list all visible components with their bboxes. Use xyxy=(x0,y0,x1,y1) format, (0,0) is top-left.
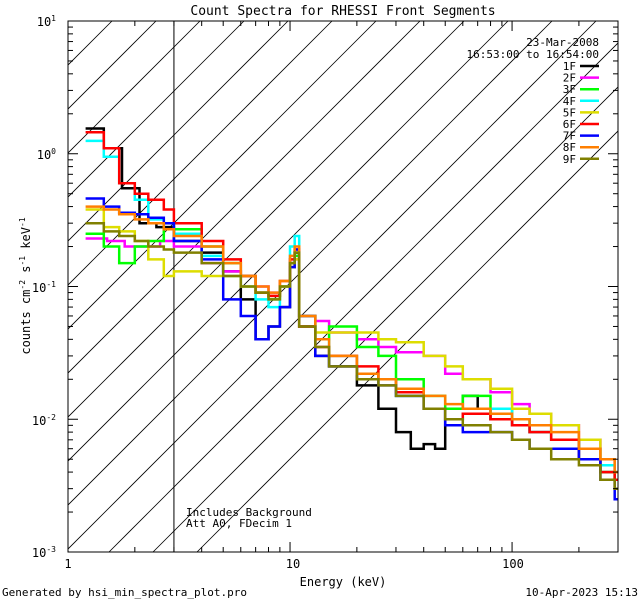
hatch-line xyxy=(68,21,377,330)
hatch-line xyxy=(68,21,113,66)
series-line-3f xyxy=(85,221,618,482)
legend-label: 9F xyxy=(563,153,576,166)
x-tick-label: 100 xyxy=(502,557,524,571)
legend-label: 2F xyxy=(563,72,576,85)
hatch-line xyxy=(68,21,289,242)
series-line-9f xyxy=(85,221,618,490)
plot-frame xyxy=(67,20,619,553)
annotation-background: Includes Background xyxy=(186,506,312,519)
series-layer xyxy=(85,127,618,501)
axis-ticks xyxy=(67,21,619,553)
hatch-line xyxy=(196,130,618,552)
hatch-line xyxy=(68,21,465,418)
y-tick-label: 10-1 xyxy=(32,280,56,295)
legend-label: 8F xyxy=(563,141,576,154)
x-tick-label: 1 xyxy=(64,557,71,571)
footer-generated-by: Generated by hsi_min_spectra_plot.pro xyxy=(2,586,247,599)
legend-label: 7F xyxy=(563,130,576,143)
y-tick-label: 10-2 xyxy=(32,413,56,428)
legend-label: 6F xyxy=(563,118,576,131)
chart-date: 23-Mar-2008 xyxy=(526,36,599,49)
x-axis-label: Energy (keV) xyxy=(300,575,387,589)
legend-label: 1F xyxy=(563,60,576,73)
chart-title: Count Spectra for RHESSI Front Segments xyxy=(190,4,495,19)
legend-label: 4F xyxy=(563,95,576,108)
hatch-line xyxy=(68,21,201,154)
y-tick-label: 10-3 xyxy=(32,545,56,560)
hatch-line xyxy=(68,21,245,198)
hatch-line xyxy=(68,21,597,550)
series-line-4f xyxy=(85,139,618,474)
footer-timestamp: 10-Apr-2023 15:13 xyxy=(525,586,638,599)
y-tick-label: 101 xyxy=(37,14,56,29)
series-line-7f xyxy=(85,197,618,501)
legend-label: 5F xyxy=(563,106,576,119)
legend-label: 3F xyxy=(563,83,576,96)
hatch-line xyxy=(108,42,618,552)
y-axis-label: counts cm-2 s-1 keV-1 xyxy=(18,217,33,354)
x-tick-label: 10 xyxy=(286,557,300,571)
series-line-1f xyxy=(85,127,618,490)
series-line-6f xyxy=(85,131,618,482)
hatch-line xyxy=(68,21,421,374)
series-line-8f xyxy=(85,205,618,474)
hatch-line xyxy=(152,86,618,552)
annotation-attenuator: Att A0, FDecim 1 xyxy=(186,517,292,530)
chart-time-range: 16:53:00 to 16:54:00 xyxy=(467,48,599,61)
hatch-line xyxy=(68,21,333,286)
hatched-region xyxy=(68,21,618,552)
y-tick-label: 100 xyxy=(37,147,56,162)
